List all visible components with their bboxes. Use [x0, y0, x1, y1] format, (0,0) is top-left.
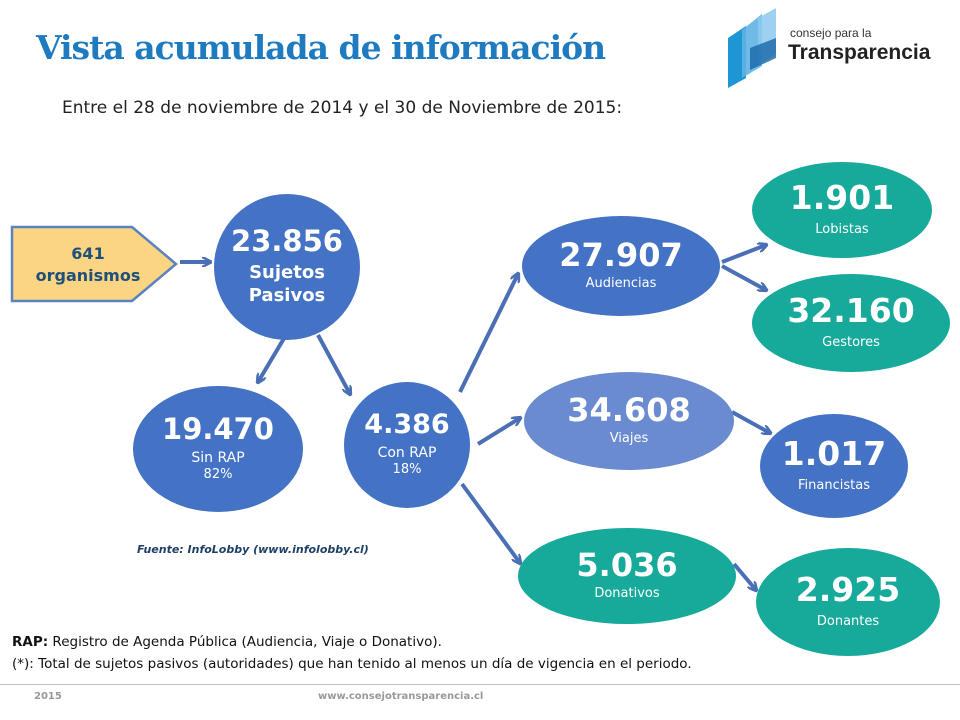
- source-note: Fuente: InfoLobby (www.infolobby.cl): [137, 543, 369, 556]
- organisms-text: organismos: [35, 266, 141, 285]
- logo: [722, 8, 922, 88]
- node-label: Con RAP: [377, 445, 437, 462]
- node-number: 5.036: [576, 545, 678, 584]
- node-label: Donativos: [594, 586, 660, 602]
- node-number: 19.470: [162, 411, 274, 446]
- footer-website: www.consejotransparencia.cl: [318, 691, 484, 702]
- node-number: 34.608: [567, 390, 691, 429]
- node-gestores: 32.160 Gestores: [752, 274, 950, 372]
- node-label: Financistas: [798, 477, 870, 493]
- rap-key: RAP:: [12, 634, 49, 650]
- page-title: Vista acumulada de información: [36, 28, 606, 67]
- node-donativos: 5.036 Donativos: [518, 528, 736, 624]
- node-number: 1.017: [781, 434, 887, 474]
- organisms-label: 641 organismos: [10, 228, 166, 302]
- node-sujetos-pasivos: 23.856 Sujetos Pasivos: [214, 194, 360, 340]
- node-sin-rap: 19.470 Sin RAP 82%: [133, 386, 303, 512]
- star-footnote: (*): Total de sujetos pasivos (autoridad…: [12, 656, 692, 672]
- node-con-rap: 4.386 Con RAP 18%: [344, 382, 470, 508]
- node-number: 23.856: [231, 224, 343, 259]
- date-range-subtitle: Entre el 28 de noviembre de 2014 y el 30…: [62, 98, 623, 118]
- node-viajes: 34.608 Viajes: [524, 372, 734, 470]
- logo-icon: [728, 8, 776, 88]
- node-number: 4.386: [364, 408, 450, 440]
- logo-text-small: consejo para la: [790, 26, 872, 40]
- node-number: 32.160: [787, 291, 915, 331]
- footer-year: 2015: [34, 691, 62, 702]
- node-label: Pasivos: [248, 285, 326, 307]
- organisms-pentagon: [10, 225, 178, 303]
- node-label: Viajes: [609, 431, 649, 447]
- node-label: Gestores: [822, 334, 880, 350]
- node-label: Donantes: [816, 613, 880, 629]
- node-label: Sin RAP: [191, 450, 245, 467]
- node-lobistas: 1.901 Lobistas: [752, 162, 932, 258]
- footer-divider: [0, 684, 960, 685]
- node-pct: 18%: [392, 462, 422, 478]
- node-label: Sujetos: [249, 261, 325, 283]
- logo-text-big: Transparencia: [788, 41, 931, 64]
- rap-definition: RAP: Registro de Agenda Pública (Audienc…: [12, 634, 442, 650]
- node-number: 27.907: [559, 235, 683, 274]
- rap-text: Registro de Agenda Pública (Audiencia, V…: [48, 634, 442, 650]
- node-donantes: 2.925 Donantes: [756, 548, 940, 656]
- node-number: 2.925: [795, 570, 901, 610]
- node-audiencias: 27.907 Audiencias: [522, 216, 720, 316]
- node-pct: 82%: [203, 467, 233, 483]
- organisms-number: 641: [71, 244, 105, 264]
- node-label: Lobistas: [815, 221, 869, 237]
- node-number: 1.901: [789, 178, 895, 218]
- connector-arrows: [180, 245, 770, 590]
- node-label: Audiencias: [585, 276, 657, 292]
- node-financistas: 1.017 Financistas: [760, 414, 908, 518]
